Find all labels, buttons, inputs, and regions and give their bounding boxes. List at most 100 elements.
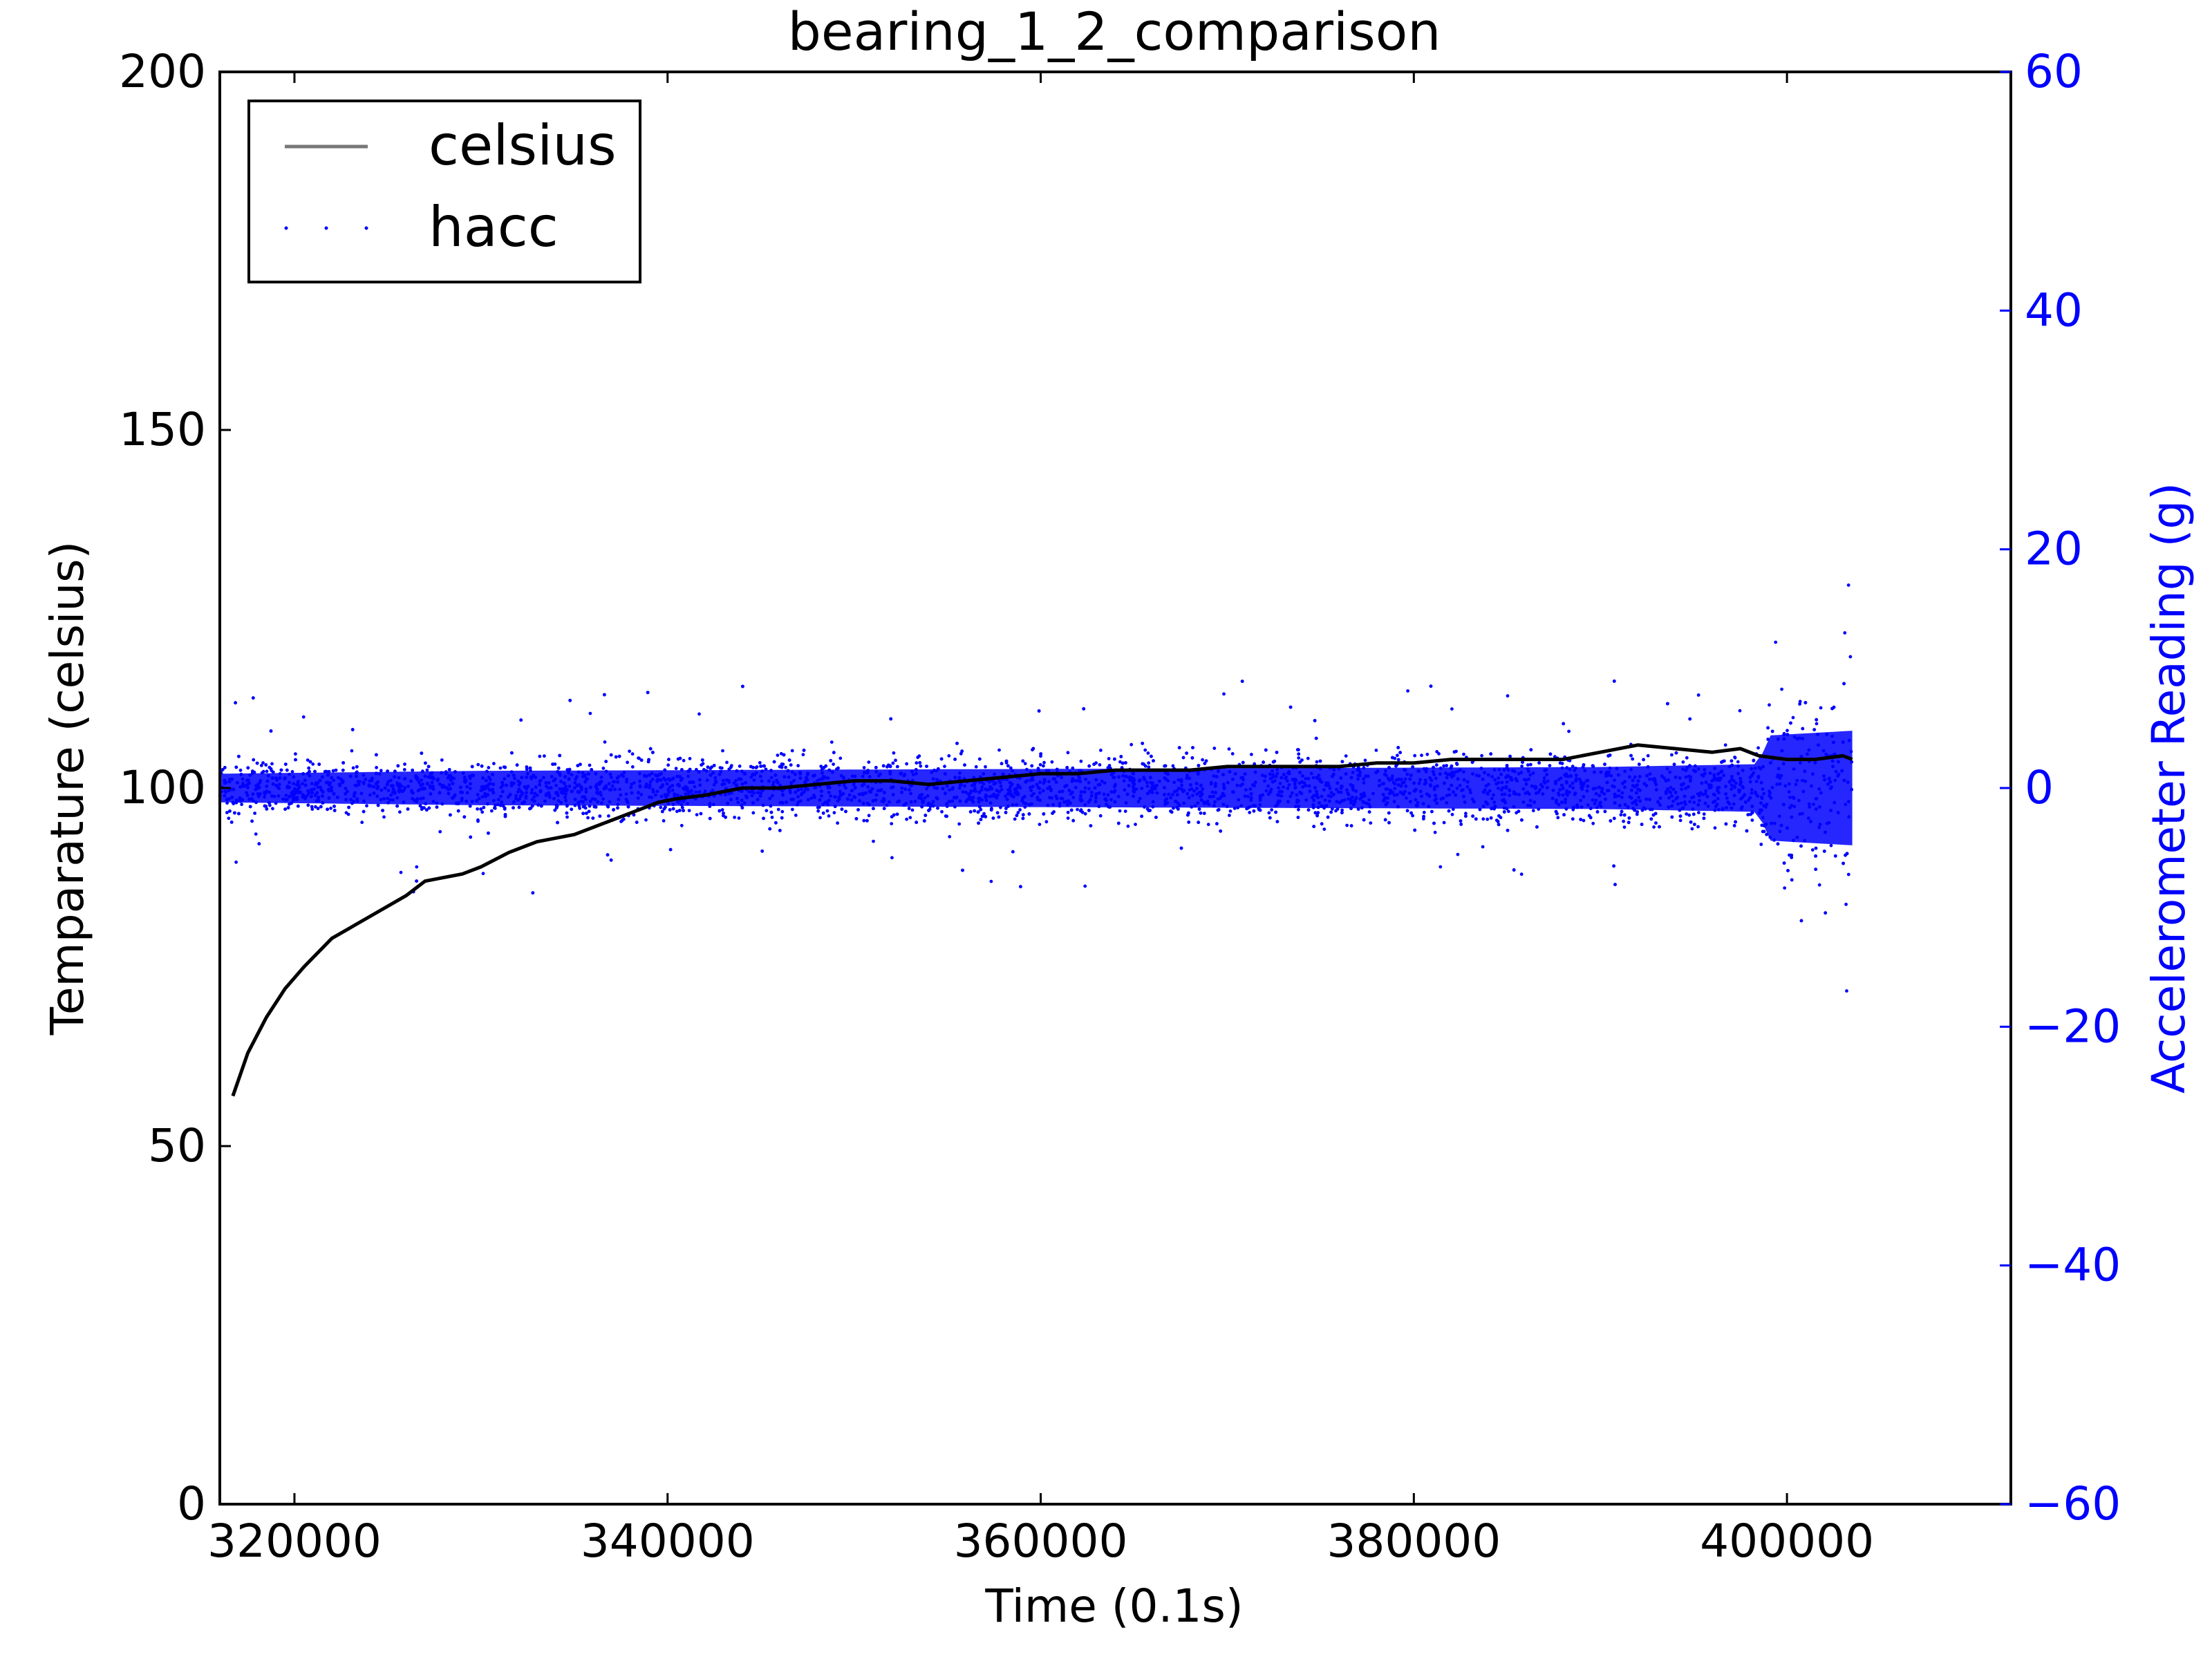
hacc-point xyxy=(1520,765,1524,768)
hacc-point xyxy=(1084,778,1087,781)
hacc-point xyxy=(1833,778,1837,782)
hacc-point xyxy=(471,774,476,778)
hacc-point xyxy=(1427,794,1431,797)
hacc-point xyxy=(1597,794,1602,798)
hacc-point xyxy=(988,794,993,798)
hacc-point xyxy=(1806,752,1809,756)
hacc-point xyxy=(1492,807,1497,811)
hacc-point xyxy=(377,772,382,776)
hacc-point xyxy=(957,771,962,775)
hacc-point xyxy=(321,794,324,798)
hacc-point xyxy=(1429,684,1433,688)
hacc-point xyxy=(780,800,784,805)
hacc-point xyxy=(1750,767,1754,771)
hacc-point xyxy=(1486,773,1490,777)
hacc-point xyxy=(601,797,605,801)
hacc-point xyxy=(1174,789,1179,793)
hacc-point xyxy=(553,777,557,781)
hacc-point xyxy=(825,809,830,813)
hacc-point xyxy=(1309,771,1313,776)
hacc-point xyxy=(1331,774,1334,778)
hacc-point xyxy=(1304,798,1309,802)
hacc-point xyxy=(1684,769,1688,772)
hacc-point xyxy=(1038,762,1042,767)
hacc-point xyxy=(1275,751,1279,754)
hacc-point xyxy=(1427,805,1431,809)
hacc-point xyxy=(588,711,592,715)
hacc-point xyxy=(1277,786,1280,790)
hacc-point xyxy=(1451,807,1455,812)
hacc-point xyxy=(1345,823,1349,827)
hacc-point xyxy=(1585,789,1589,793)
hacc-point xyxy=(1565,789,1569,793)
hacc-point xyxy=(816,779,820,782)
hacc-point xyxy=(740,803,743,807)
hacc-point xyxy=(751,765,755,769)
hacc-point xyxy=(756,798,760,802)
hacc-point xyxy=(1396,783,1400,787)
hacc-point xyxy=(1745,829,1749,833)
hacc-point xyxy=(1143,805,1146,809)
hacc-point xyxy=(310,782,314,786)
hacc-point xyxy=(1387,766,1391,769)
hacc-point xyxy=(476,762,480,767)
hacc-point xyxy=(630,765,635,769)
hacc-point xyxy=(1470,760,1474,765)
hacc-point xyxy=(1642,782,1647,785)
hacc-point xyxy=(396,764,400,768)
hacc-point xyxy=(1819,706,1823,710)
hacc-point xyxy=(1462,778,1466,782)
hacc-point xyxy=(1016,811,1020,814)
hacc-point xyxy=(554,803,559,807)
hacc-point xyxy=(340,780,344,785)
hacc-point xyxy=(769,810,774,814)
hacc-point xyxy=(261,769,265,774)
hacc-point xyxy=(449,778,453,782)
hacc-point xyxy=(1103,797,1107,801)
hacc-point xyxy=(1680,807,1685,811)
hacc-point xyxy=(1792,838,1795,843)
hacc-point xyxy=(1253,804,1257,808)
hacc-point xyxy=(703,789,707,793)
hacc-point xyxy=(1788,782,1791,786)
hacc-point xyxy=(576,790,580,794)
hacc-point xyxy=(977,796,981,800)
hacc-point xyxy=(1792,735,1797,739)
hacc-point xyxy=(375,766,378,769)
hacc-point xyxy=(1783,784,1788,788)
hacc-point xyxy=(1411,814,1414,818)
hacc-point xyxy=(1206,799,1210,803)
hacc-point xyxy=(1600,790,1604,794)
hacc-point xyxy=(1318,777,1322,781)
hacc-point xyxy=(874,766,878,769)
hacc-point xyxy=(1798,700,1802,704)
hacc-point xyxy=(1801,737,1805,740)
hacc-point xyxy=(1752,771,1756,775)
hacc-point xyxy=(525,776,528,779)
hacc-point xyxy=(850,798,854,802)
hacc-point xyxy=(265,807,269,811)
hacc-point xyxy=(1720,760,1723,765)
hacc-point xyxy=(554,783,558,787)
hacc-point xyxy=(462,776,467,780)
hacc-point xyxy=(1810,848,1815,852)
hacc-point xyxy=(1285,779,1289,783)
hacc-point xyxy=(1288,794,1293,798)
hacc-point xyxy=(1497,768,1501,771)
hacc-point xyxy=(1603,762,1606,767)
hacc-point xyxy=(768,796,772,800)
hacc-point xyxy=(395,796,400,800)
hacc-point xyxy=(1329,810,1333,814)
hacc-point xyxy=(607,782,611,785)
hacc-point xyxy=(481,787,485,791)
hacc-point xyxy=(751,772,755,776)
hacc-point xyxy=(1315,760,1319,764)
hacc-point xyxy=(1460,789,1463,792)
hacc-point xyxy=(526,785,530,788)
hacc-point xyxy=(1694,769,1698,774)
hacc-point xyxy=(1237,798,1241,802)
hacc-point xyxy=(1438,865,1443,869)
hacc-point xyxy=(1344,754,1348,758)
hacc-point xyxy=(427,806,431,810)
hacc-point xyxy=(1568,784,1572,788)
